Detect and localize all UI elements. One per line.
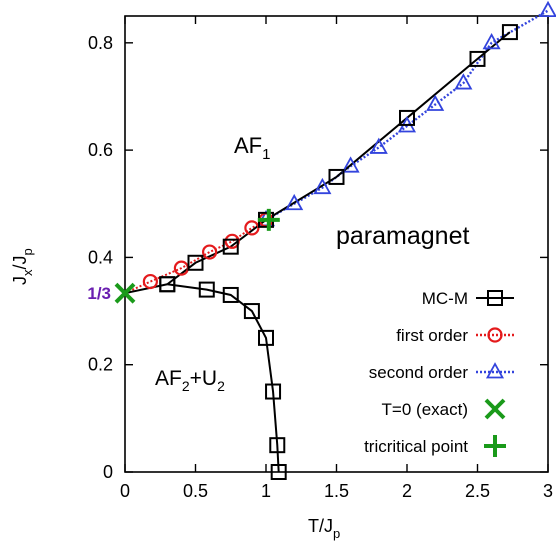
marker-square <box>222 238 239 255</box>
axis-ticks: 0 0.5 1 1.5 2 2.5 3 0 0.2 0.4 0.6 0.8 1/3 <box>87 16 553 501</box>
series-layer <box>114 0 556 480</box>
marker-triangle <box>426 94 445 111</box>
marker-square <box>187 254 204 271</box>
region-af2-plus: +U <box>190 367 217 390</box>
series-line-second-order <box>265 9 549 221</box>
y-tick-label: 0.6 <box>88 140 113 160</box>
marker-square <box>258 329 274 346</box>
y-tick-label: 0.4 <box>88 247 113 267</box>
legend-label: second order <box>369 363 469 382</box>
region-label-af1: AF1 <box>234 133 270 163</box>
x-tick-label: 0.5 <box>183 481 208 501</box>
x-tick-label: 2 <box>402 481 412 501</box>
marker-x <box>114 282 136 304</box>
x-tick-label: 1.5 <box>324 481 349 501</box>
marker-triangle <box>485 362 505 379</box>
y-axis-label-mid: /J <box>10 255 30 269</box>
marker-triangle <box>369 137 388 154</box>
region-af1-main: AF <box>234 133 262 158</box>
y-tick-label: 0.8 <box>88 33 113 53</box>
series-line-mcm-lower <box>167 283 280 473</box>
marker-circle <box>487 327 503 343</box>
y-axis-label-sub1: x <box>20 269 35 276</box>
marker-square <box>269 437 286 454</box>
marker-square <box>270 464 287 480</box>
marker-circle <box>244 220 260 236</box>
region-label-af2-u2: AF2+U2 <box>155 367 225 394</box>
x-axis-label: T/Jp <box>308 516 340 541</box>
marker-triangle <box>285 193 304 211</box>
marker-square <box>469 50 486 67</box>
marker-square <box>328 168 345 185</box>
y-axis-label-main: J <box>10 276 30 285</box>
marker-triangle <box>454 73 473 90</box>
marker-square <box>265 383 282 400</box>
marker-square <box>501 24 518 41</box>
legend: MC-M first order second order T=0 (exact) tr… <box>364 289 514 457</box>
marker-square <box>159 276 176 293</box>
marker-triangle <box>341 156 360 173</box>
marker-square <box>399 109 415 126</box>
series-line-mcm-upper <box>166 31 511 286</box>
region-af2-sub: 2 <box>182 378 190 394</box>
marker-triangle <box>313 177 332 195</box>
legend-label: tricritical point <box>364 437 468 456</box>
region-u2-sub: 2 <box>217 378 225 394</box>
marker-x <box>484 398 506 420</box>
region-af2-main: AF <box>155 367 182 390</box>
marker-square <box>243 303 260 320</box>
x-tick-label: 1 <box>261 481 271 501</box>
region-af1-sub: 1 <box>262 146 270 163</box>
marker-circle <box>142 273 158 290</box>
region-label-paramagnet: paramagnet <box>336 222 469 250</box>
marker-circle <box>202 244 218 260</box>
x-tick-label: 0 <box>120 481 130 501</box>
x-axis-label-sub: p <box>333 526 340 541</box>
marker-triangle <box>538 0 556 18</box>
marker-triangle <box>482 32 501 50</box>
y-axis-label: Jx/Jp <box>10 248 35 285</box>
y-tick-label: 0.2 <box>88 355 113 375</box>
x-tick-label: 2.5 <box>465 481 490 501</box>
marker-square <box>198 281 215 298</box>
marker-square <box>222 286 239 303</box>
y-tick-label-one-third: 1/3 <box>87 284 111 303</box>
x-axis-label-main: T/J <box>308 516 333 536</box>
marker-square <box>487 290 503 306</box>
y-tick-label: 0 <box>103 462 113 482</box>
y-axis-label-sub2: p <box>20 248 35 255</box>
x-tick-label: 3 <box>543 481 553 501</box>
legend-label: first order <box>396 326 468 345</box>
legend-label: T=0 (exact) <box>382 400 468 419</box>
legend-label: MC-M <box>422 289 468 308</box>
